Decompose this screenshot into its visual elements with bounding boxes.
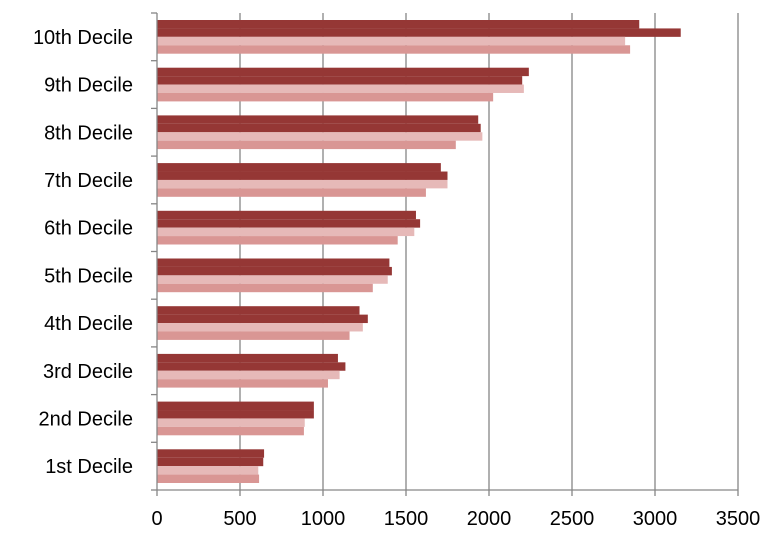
bar-3-series-4 (157, 379, 328, 388)
x-tick-label-2500: 2500 (550, 508, 595, 530)
bar-8-series-2 (157, 123, 481, 133)
x-tick-label-2000: 2000 (467, 508, 512, 530)
bar-6-series-1 (157, 210, 416, 220)
bar-1-series-1 (157, 449, 265, 458)
bar-7-series-3 (157, 179, 448, 189)
bar-10-series-2 (157, 28, 681, 37)
bar-7-series-1 (157, 163, 441, 172)
category-label: 2nd Decile (38, 408, 133, 430)
bar-9-series-3 (157, 84, 524, 93)
x-tick-label-3500: 3500 (716, 508, 761, 530)
bar-2-series-3 (157, 418, 305, 427)
bar-10-series-4 (157, 45, 631, 54)
bar-5-series-4 (157, 283, 373, 293)
bar-7-series-4 (157, 188, 426, 197)
bar-6-series-2 (157, 219, 421, 228)
category-label: 1st Decile (45, 456, 133, 478)
bar-3-series-3 (157, 370, 340, 380)
bar-2-series-1 (157, 401, 314, 411)
category-label: 10th Decile (33, 27, 133, 49)
x-tick-label-0: 0 (151, 508, 162, 530)
x-tick-label-1500: 1500 (384, 508, 429, 530)
bar-9-series-1 (157, 67, 529, 77)
bar-1-series-2 (157, 457, 264, 467)
category-label: 6th Decile (44, 218, 133, 240)
bar-10-series-1 (157, 20, 640, 29)
category-label: 4th Decile (44, 313, 133, 335)
bar-2-series-4 (157, 426, 304, 436)
category-label: 5th Decile (44, 265, 133, 287)
bar-8-series-3 (157, 132, 483, 141)
bar-1-series-4 (157, 474, 260, 483)
tick-labels: 1st Decile 2nd Decile 3rd Decile 4th Decile… (33, 27, 760, 530)
bar-4-series-3 (157, 323, 363, 332)
bar-1-series-3 (157, 466, 259, 475)
bar-4-series-4 (157, 331, 350, 340)
bar-3-series-1 (157, 353, 338, 363)
bar-4-series-2 (157, 314, 368, 324)
bar-9-series-2 (157, 76, 523, 85)
category-label: 8th Decile (44, 122, 133, 144)
x-tick-label-500: 500 (223, 508, 256, 530)
bar-4-series-1 (157, 306, 360, 315)
category-label: 3rd Decile (43, 361, 133, 383)
bar-3-series-2 (157, 362, 346, 371)
x-tick-label-3000: 3000 (633, 508, 678, 530)
bar-2-series-2 (157, 410, 314, 419)
bar-6-series-3 (157, 227, 415, 237)
bar-5-series-1 (157, 258, 390, 267)
x-tick-label-1000: 1000 (301, 508, 346, 530)
bar-5-series-3 (157, 275, 388, 284)
bar-7-series-2 (157, 171, 448, 180)
bar-10-series-3 (157, 36, 626, 46)
bar-5-series-2 (157, 266, 392, 276)
bar-8-series-4 (157, 140, 456, 150)
bar-9-series-4 (157, 92, 494, 102)
category-label: 7th Decile (44, 170, 133, 192)
bars (157, 20, 681, 483)
bar-6-series-4 (157, 236, 398, 245)
category-label: 9th Decile (44, 75, 133, 97)
axes (151, 12, 739, 496)
bar-8-series-1 (157, 115, 479, 124)
